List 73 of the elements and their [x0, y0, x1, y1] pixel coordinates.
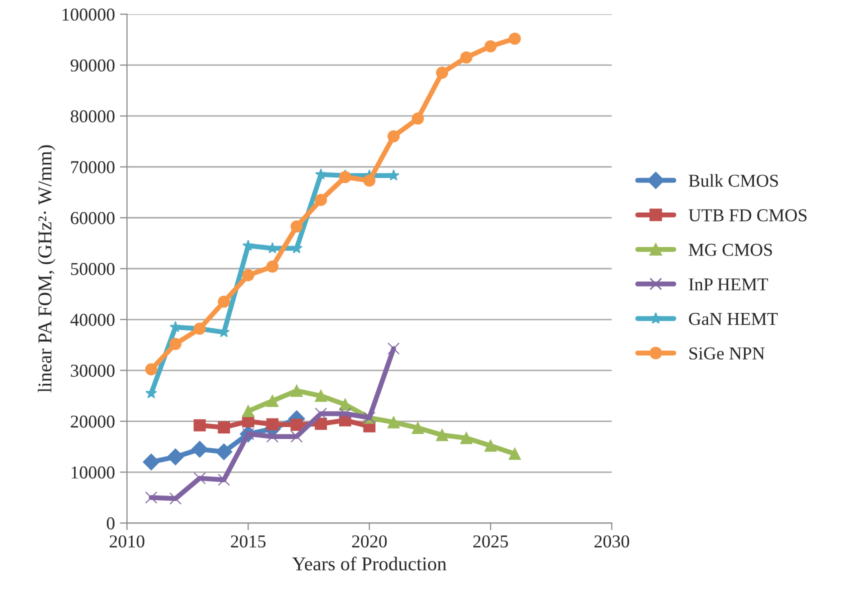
point	[242, 240, 254, 251]
point	[412, 422, 424, 434]
point	[290, 384, 303, 397]
point	[266, 418, 278, 430]
point	[266, 394, 278, 407]
point	[170, 321, 182, 332]
point	[315, 168, 327, 180]
point	[436, 428, 448, 442]
y-tick-label: 70000	[71, 161, 114, 174]
point	[194, 419, 206, 432]
y-tick-label: 20000	[70, 416, 114, 428]
point	[266, 430, 278, 443]
legend-label: MG CMOS	[688, 244, 772, 256]
point	[436, 66, 448, 79]
y-tick-label: 90000	[70, 59, 114, 72]
x-tick-label: 2015	[230, 535, 266, 548]
legend-label: InP HEMT	[688, 278, 768, 290]
point	[339, 408, 352, 420]
y-tick-label: 60000	[70, 212, 114, 224]
point	[145, 492, 158, 504]
point	[290, 220, 303, 232]
point	[388, 342, 400, 355]
y-tick-label: 40000	[70, 314, 114, 326]
point	[460, 432, 472, 444]
x-tick-label: 2030	[594, 535, 630, 548]
point	[242, 269, 254, 282]
point	[508, 32, 521, 45]
y-tick-label: 80000	[70, 110, 114, 122]
legend-label: GaN HEMT	[688, 312, 778, 326]
legend-label: SiGe NPN	[689, 347, 765, 360]
x-tick-label: 2025	[473, 535, 508, 548]
point	[218, 296, 230, 308]
point	[142, 454, 160, 470]
point	[169, 492, 182, 505]
point	[218, 421, 230, 434]
point	[339, 398, 352, 411]
point	[363, 174, 376, 187]
point	[169, 338, 182, 350]
point	[460, 51, 472, 64]
x-axis-title: Years of Production	[292, 556, 446, 570]
point	[314, 418, 327, 430]
point	[218, 474, 230, 486]
point	[508, 448, 521, 460]
point	[290, 430, 303, 443]
y-tick-label: 30000	[70, 364, 114, 377]
point	[266, 260, 278, 273]
point	[145, 363, 158, 376]
point	[484, 40, 497, 52]
y-tick-label: 0	[106, 517, 114, 530]
point	[388, 130, 400, 142]
y-tick-label: 50000	[71, 262, 114, 276]
x-tick-label: 2010	[110, 535, 144, 548]
legend-label: UTB FD CMOS	[688, 209, 807, 222]
point	[314, 390, 327, 402]
point	[484, 440, 497, 452]
x-tick-label: 2020	[352, 535, 387, 548]
y-axis-title: linear PA FOM, (GHz²· W/mm)	[38, 145, 56, 392]
point	[145, 387, 158, 398]
point	[290, 418, 303, 431]
y-tick-label: 10000	[72, 466, 114, 479]
point	[412, 112, 424, 125]
y-tick-label: 100000	[62, 8, 114, 21]
point	[314, 408, 327, 420]
legend-label: Bulk CMOS	[688, 174, 778, 187]
point	[388, 169, 400, 181]
point	[191, 440, 208, 458]
point	[314, 194, 327, 206]
point	[388, 416, 400, 428]
point	[339, 170, 352, 184]
point	[194, 472, 206, 484]
point	[216, 443, 232, 460]
point	[242, 405, 254, 418]
point	[167, 448, 184, 466]
